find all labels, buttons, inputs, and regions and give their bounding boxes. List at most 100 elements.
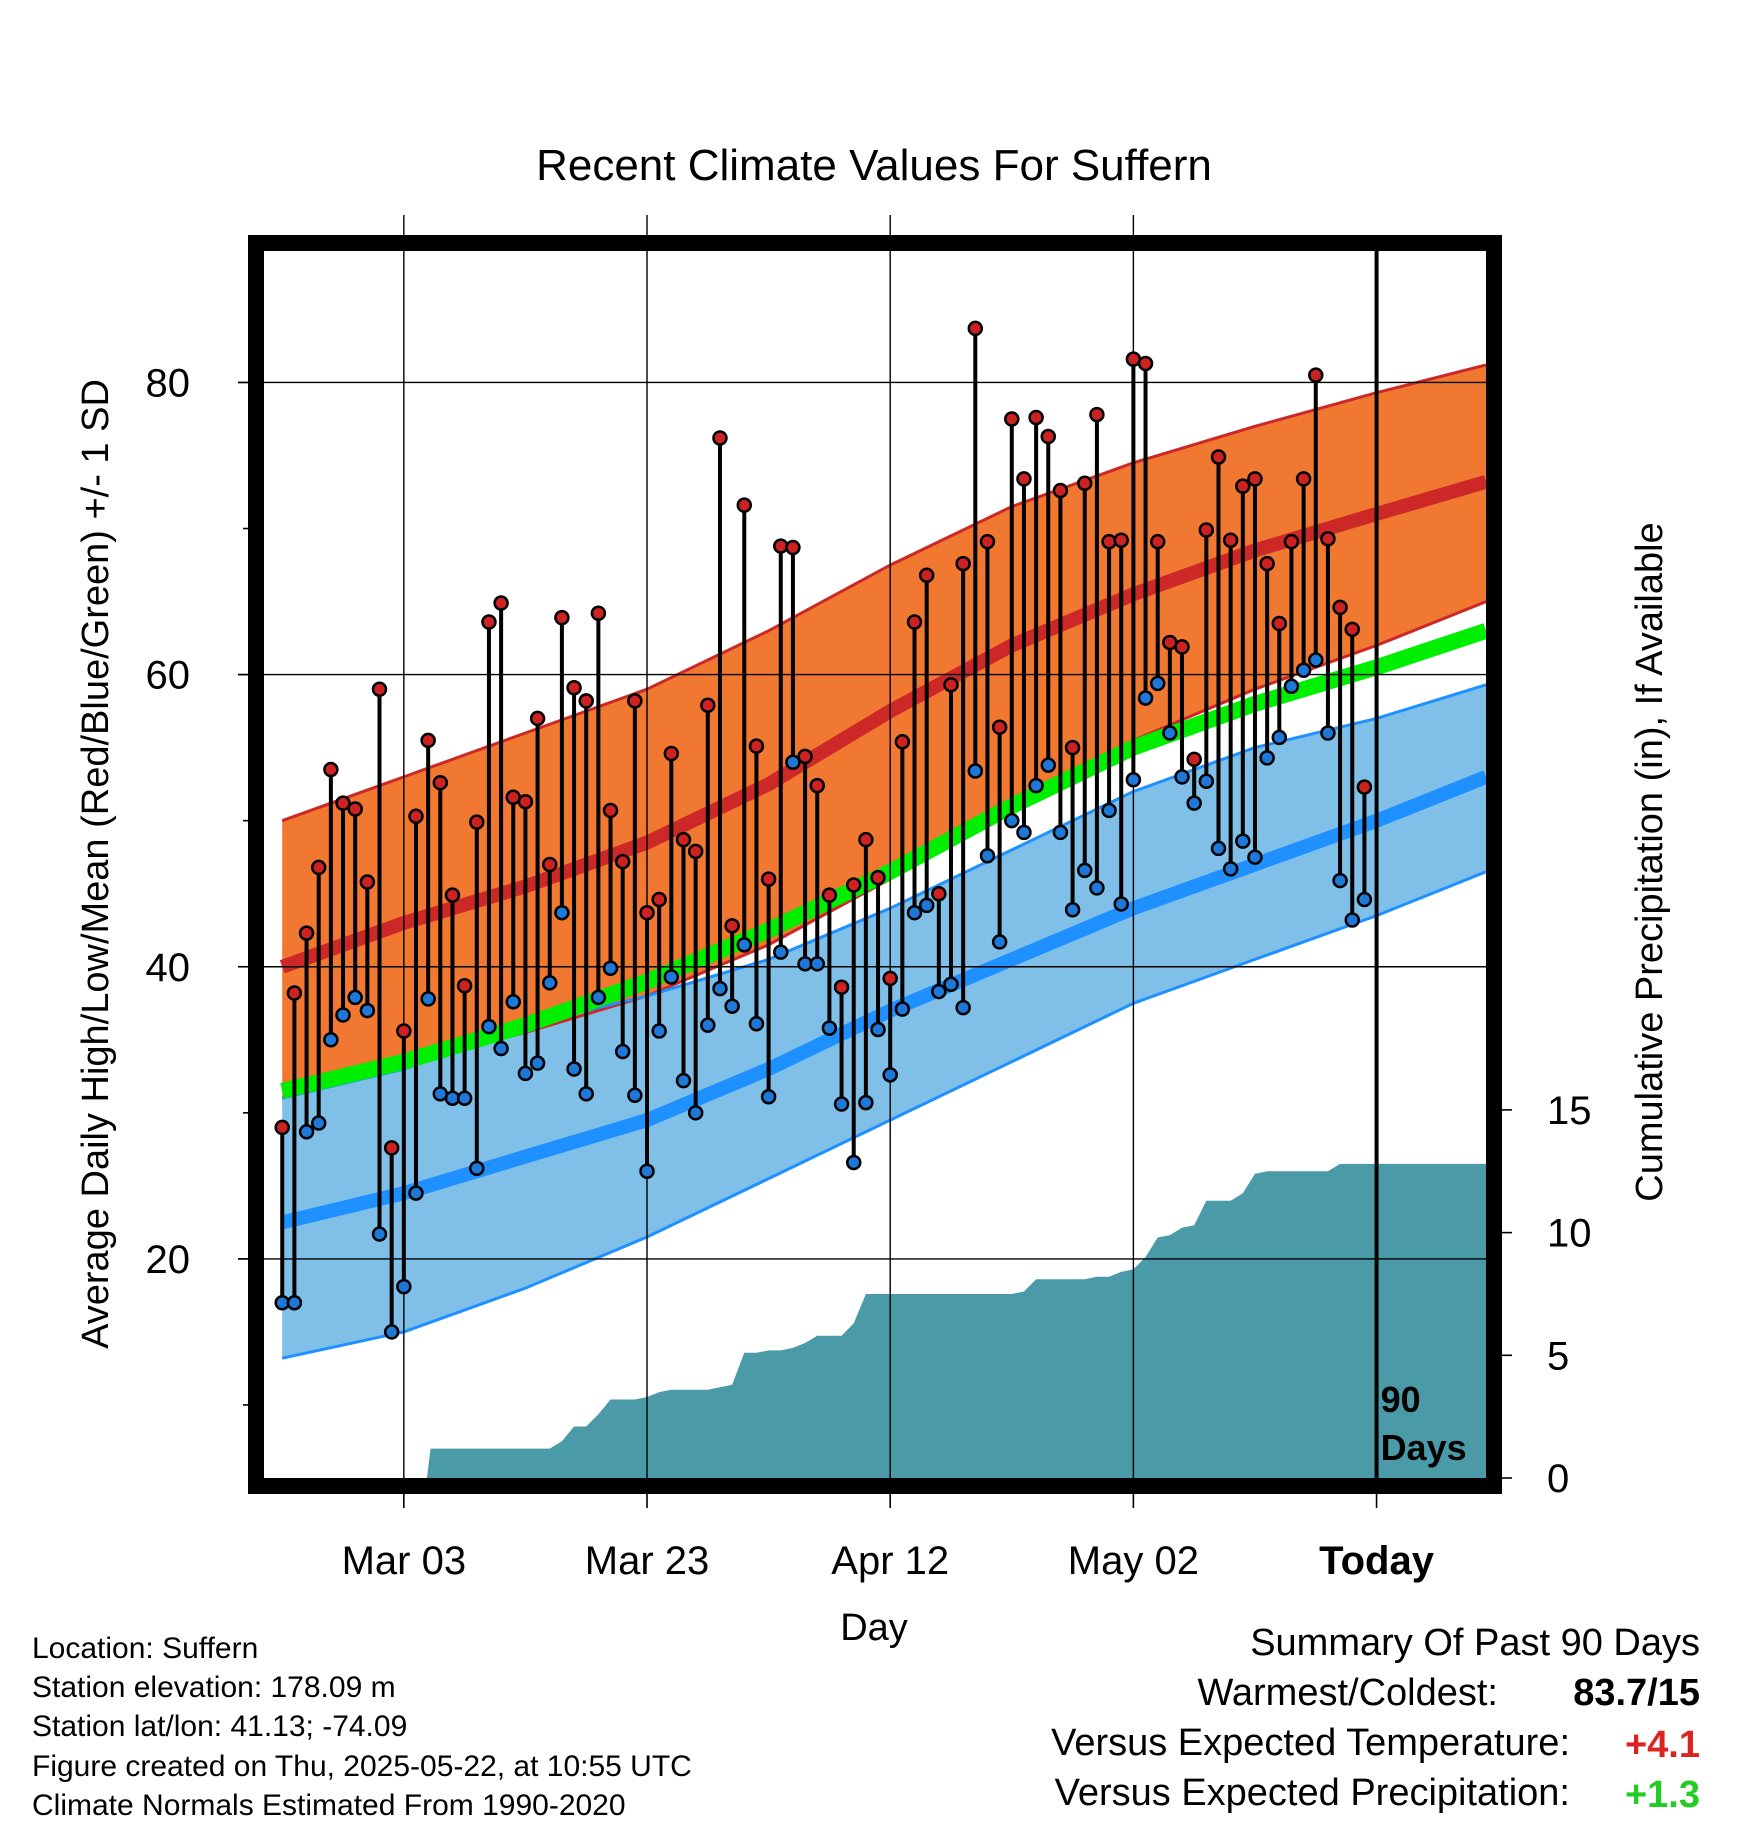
daily-low-point xyxy=(1052,824,1069,841)
daily-low-point xyxy=(323,1032,339,1048)
daily-high-point xyxy=(931,885,947,902)
daily-high-point xyxy=(554,609,570,626)
daily-high-point xyxy=(614,853,631,870)
daily-low-point xyxy=(1137,690,1154,706)
y-tick-label: 40 xyxy=(146,946,191,990)
daily-high-point xyxy=(335,795,351,811)
daily-high-point xyxy=(1028,409,1044,426)
daily-low-point xyxy=(663,969,680,985)
daily-low-point xyxy=(858,1094,874,1111)
daily-low-point xyxy=(456,1090,473,1106)
daily-high-point xyxy=(1137,355,1154,372)
daily-high-point xyxy=(274,1119,290,1136)
daily-low-point xyxy=(627,1087,643,1104)
daily-high-point xyxy=(845,877,862,893)
daily-high-point xyxy=(955,555,971,572)
daily-low-point xyxy=(347,989,363,1006)
daily-high-point xyxy=(651,891,667,908)
daily-high-point xyxy=(1332,599,1348,616)
daily-high-point xyxy=(359,874,376,890)
daily-low-point xyxy=(906,904,923,921)
daily-low-point xyxy=(517,1065,534,1082)
y2-tick-label: 10 xyxy=(1547,1212,1592,1256)
daily-high-point xyxy=(1295,471,1312,487)
daily-low-point xyxy=(420,991,436,1007)
daily-low-point xyxy=(712,980,728,997)
daily-low-point xyxy=(554,904,570,921)
daily-low-point xyxy=(1016,824,1032,841)
daily-high-point xyxy=(566,680,582,696)
x-tick-label: Apr 12 xyxy=(831,1539,949,1583)
daily-low-point xyxy=(1210,840,1227,857)
daily-high-point xyxy=(1247,471,1263,487)
grid-lines xyxy=(238,215,1486,1478)
precip-area xyxy=(282,1163,1486,1478)
daily-high-point xyxy=(1174,639,1190,655)
daily-low-point xyxy=(651,1023,667,1039)
daily-high-point xyxy=(821,887,838,903)
daily-high-point xyxy=(870,869,886,886)
daily-low-point xyxy=(894,1001,911,1017)
daily-high-point xyxy=(736,497,753,513)
summary-heading: Summary Of Past 90 Days xyxy=(1250,1622,1700,1664)
daily-high-point xyxy=(943,677,959,693)
daily-high-point xyxy=(1052,482,1069,499)
daily-high-point xyxy=(687,843,704,860)
daily-high-point xyxy=(1113,532,1129,548)
daily-low-point xyxy=(1344,912,1360,928)
daily-high-point xyxy=(1004,411,1020,427)
daily-low-point xyxy=(821,1020,838,1036)
cumulative-precip-area xyxy=(282,1163,1486,1478)
x-tick-label: Mar 03 xyxy=(342,1539,467,1583)
daily-high-point xyxy=(602,802,619,819)
daily-low-point xyxy=(736,937,753,953)
daily-high-point xyxy=(724,918,740,934)
daily-low-point xyxy=(1004,812,1020,829)
daily-high-point xyxy=(286,985,303,1001)
today-days-label-line2: Days xyxy=(1381,1427,1467,1468)
daily-low-point xyxy=(991,934,1008,950)
y2-axis-ticks: 0 5 10 15 xyxy=(1502,1089,1592,1501)
daily-low-point xyxy=(833,1096,850,1112)
daily-high-point xyxy=(371,681,388,697)
temp-anomaly-label: Versus Expected Temperature: xyxy=(1051,1722,1570,1764)
daily-high-point xyxy=(347,801,363,817)
daily-low-point xyxy=(760,1089,777,1105)
precip-anomaly-label: Versus Expected Precipitation: xyxy=(1055,1772,1570,1814)
daily-high-point xyxy=(432,774,449,791)
warm-cold-label: Warmest/Coldest: xyxy=(1197,1672,1498,1714)
daily-high-point xyxy=(967,320,984,337)
daily-high-point xyxy=(444,887,461,903)
normal-low-sd-band xyxy=(282,684,1486,1359)
daily-low-point xyxy=(1040,757,1057,773)
daily-low-point xyxy=(469,1160,485,1177)
daily-low-point xyxy=(602,960,619,976)
daily-high-point xyxy=(675,831,692,848)
daily-low-point xyxy=(1332,872,1348,889)
daily-low-point xyxy=(967,763,984,779)
daily-high-point xyxy=(639,904,655,921)
plot-border xyxy=(248,235,1502,1494)
daily-low-point xyxy=(1028,777,1044,794)
daily-low-point xyxy=(1271,729,1288,746)
daily-high-point xyxy=(1356,779,1373,795)
daily-high-point xyxy=(991,719,1008,735)
plot-frame xyxy=(248,235,1502,1494)
daily-high-point xyxy=(979,533,996,550)
daily-high-point xyxy=(1283,533,1300,550)
daily-low-point xyxy=(979,847,996,864)
daily-high-point xyxy=(1320,531,1336,547)
daily-high-point xyxy=(1198,522,1215,538)
y-tick-label: 20 xyxy=(146,1238,191,1282)
daily-low-point xyxy=(1149,675,1166,692)
daily-high-point xyxy=(456,977,473,994)
daily-low-point xyxy=(748,1015,765,1032)
daily-low-point xyxy=(541,975,558,991)
daily-high-point xyxy=(797,748,813,765)
daily-low-point xyxy=(359,1002,376,1019)
daily-low-point xyxy=(578,1086,594,1102)
daily-low-point xyxy=(1356,891,1373,908)
daily-low-point xyxy=(481,1018,497,1035)
daily-low-point xyxy=(1222,861,1239,877)
daily-high-point xyxy=(700,697,716,714)
